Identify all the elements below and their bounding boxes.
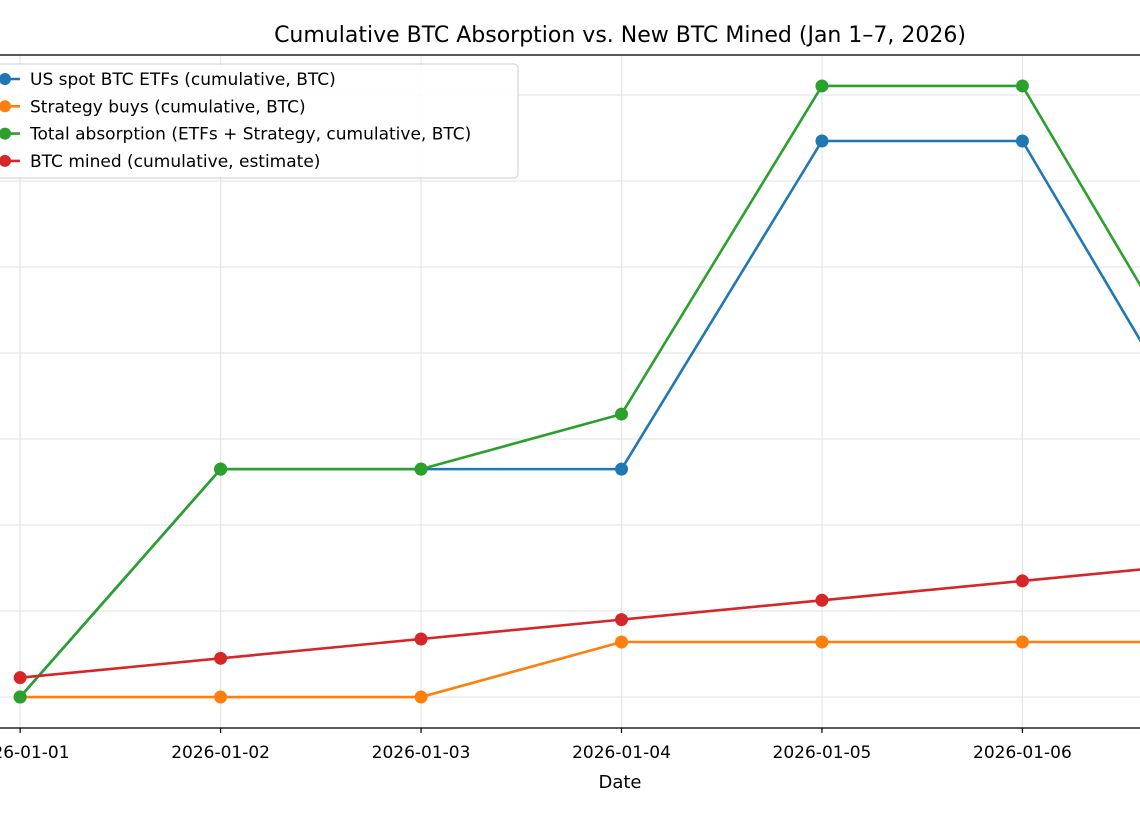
- series-1: [13, 635, 1140, 704]
- legend: US spot BTC ETFs (cumulative, BTC) Strate…: [0, 63, 519, 179]
- data-point: [414, 462, 428, 476]
- legend-marker-icon: [0, 127, 11, 140]
- x-tick-label: 2026-01-05: [773, 743, 872, 763]
- legend-entry-label: Total absorption (ETFs + Strategy, cumul…: [29, 125, 471, 145]
- x-axis-label: Date: [598, 772, 641, 793]
- legend-entry-label: BTC mined (cumulative, estimate): [30, 152, 320, 172]
- series-3: [13, 568, 1140, 685]
- data-point: [815, 635, 829, 649]
- data-point: [615, 462, 628, 476]
- x-tick-label: 2026-01-03: [372, 743, 471, 763]
- data-point: [214, 690, 228, 704]
- x-tick-label: 2026-01-04: [572, 743, 671, 763]
- series-line: [19, 139, 1140, 698]
- series-group: [13, 79, 1140, 704]
- x-tick-label: 2026-01-06: [973, 743, 1072, 763]
- legend-marker-icon: [0, 73, 11, 85]
- legend-entry-label: US spot BTC ETFs (cumulative, BTC): [30, 70, 336, 90]
- series-0: [13, 134, 1140, 704]
- data-point: [414, 690, 428, 704]
- series-line: [20, 640, 1140, 699]
- series-2: [13, 79, 1140, 704]
- data-point: [214, 651, 228, 665]
- legend-marker-icon: [0, 154, 11, 167]
- series-line: [20, 568, 1140, 679]
- legend-marker-icon: [0, 100, 11, 113]
- data-point: [815, 79, 829, 93]
- x-tick-label: 2026-01-02: [171, 743, 270, 763]
- x-tick-label: 2026-01-01: [0, 743, 70, 763]
- data-point: [815, 134, 829, 148]
- legend-box: [0, 63, 519, 179]
- data-point: [615, 407, 628, 421]
- data-point: [815, 593, 829, 607]
- data-point: [1015, 574, 1029, 588]
- chart-title: Cumulative BTC Absorption vs. New BTC Mi…: [274, 23, 966, 48]
- data-point: [1015, 635, 1029, 649]
- x-axis-ticks: 2026-01-01 2026-01-02 2026-01-03 2026-01-04…: [0, 728, 1072, 763]
- data-point: [214, 462, 228, 476]
- data-point: [13, 690, 27, 704]
- data-point: [615, 613, 628, 627]
- legend-entry-label: Strategy buys (cumulative, BTC): [30, 97, 306, 117]
- data-point: [1015, 79, 1029, 93]
- data-point: [414, 632, 428, 646]
- data-point: [615, 635, 628, 649]
- data-point: [1015, 134, 1029, 148]
- data-point: [13, 671, 27, 685]
